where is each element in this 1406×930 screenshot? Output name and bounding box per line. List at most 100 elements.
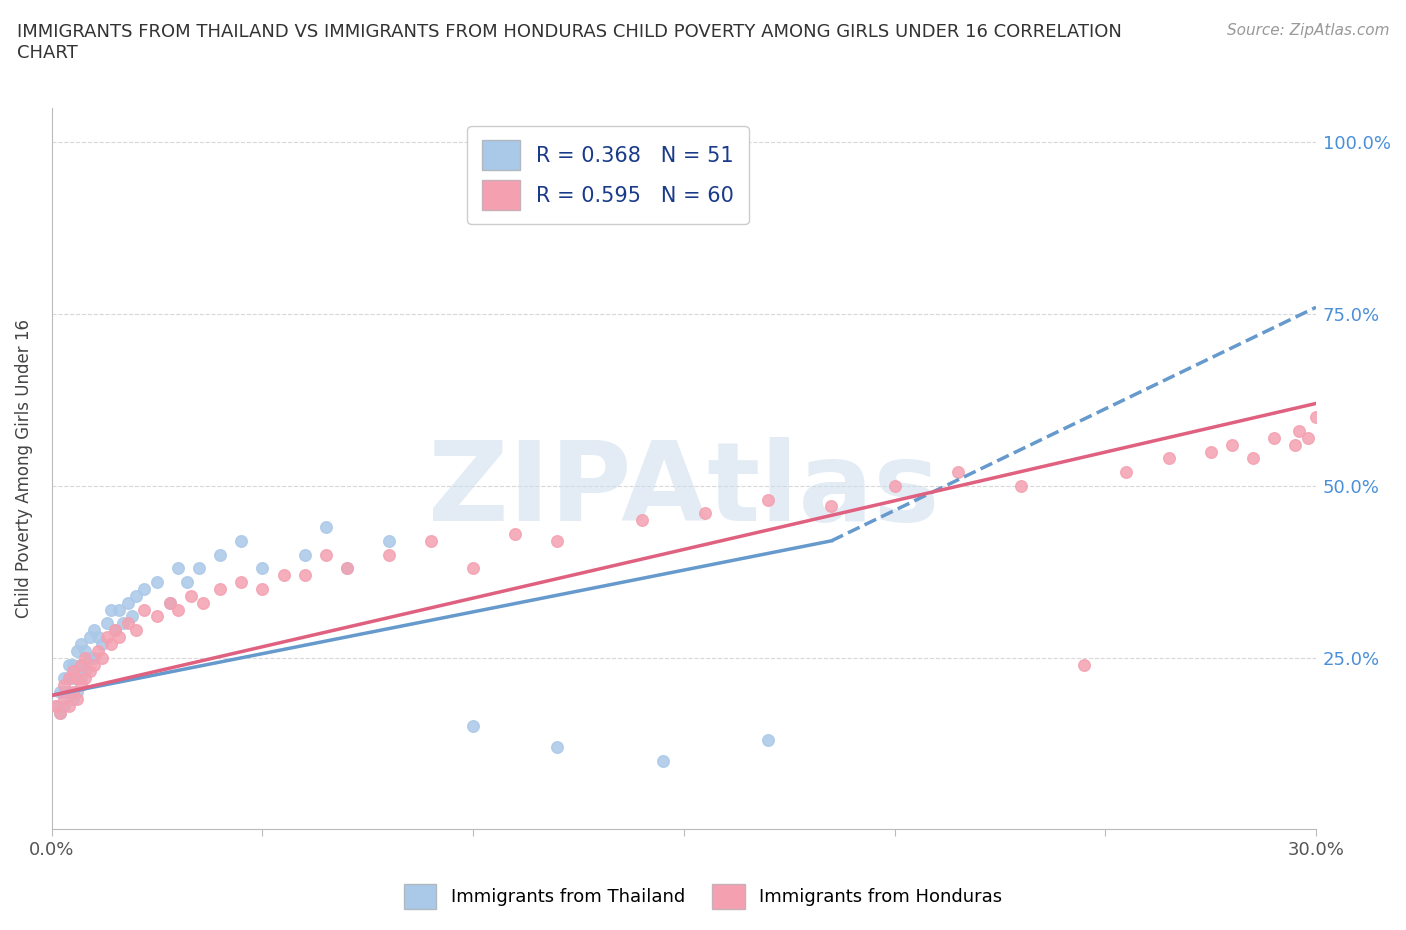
Point [378,534,401,549]
Point [66,664,89,679]
Point [1010,478,1032,493]
Point [108,630,131,644]
Point [96,616,118,631]
Point [134,581,156,596]
Point [146,609,169,624]
Point [70,671,93,685]
Point [273,567,295,582]
Point [1220,437,1243,452]
Point [180,589,202,604]
Point [315,547,337,562]
Point [66,644,89,658]
Point [420,534,443,549]
Point [58,684,80,699]
Point [104,623,127,638]
Point [62,658,84,672]
Point [62,684,84,699]
Point [117,616,139,631]
Text: ZIPAtlas: ZIPAtlas [429,437,939,544]
Point [75,644,97,658]
Point [104,623,127,638]
Point [58,698,80,713]
Point [45,698,67,713]
Point [167,561,190,576]
Point [1284,437,1306,452]
Point [505,526,527,541]
Point [176,575,198,590]
Point [134,602,156,617]
Point [1199,445,1222,459]
Point [1073,658,1095,672]
Point [75,664,97,679]
Point [1305,410,1327,425]
Point [87,644,110,658]
Point [66,684,89,699]
Point [1263,431,1285,445]
Point [53,698,76,713]
Point [630,512,652,527]
Point [1241,451,1264,466]
Point [1157,451,1180,466]
Point [87,630,110,644]
Point [121,609,143,624]
Point [336,561,359,576]
Point [125,623,148,638]
Point [820,499,842,514]
Point [1115,465,1137,480]
Point [125,589,148,604]
Point [336,561,359,576]
Point [83,658,105,672]
Point [209,547,232,562]
Point [463,561,485,576]
Point [112,616,135,631]
Text: Source: ZipAtlas.com: Source: ZipAtlas.com [1226,23,1389,38]
Point [53,684,76,699]
Y-axis label: Child Poverty Among Girls Under 16: Child Poverty Among Girls Under 16 [15,319,32,618]
Point [651,753,673,768]
Point [75,671,97,685]
Point [53,671,76,685]
Point [62,664,84,679]
Point [159,595,181,610]
Legend: R = 0.368   N = 51, R = 0.595   N = 60: R = 0.368 N = 51, R = 0.595 N = 60 [467,126,748,224]
Point [463,719,485,734]
Point [66,691,89,706]
Point [49,684,72,699]
Point [188,561,211,576]
Point [83,650,105,665]
Point [100,636,122,651]
Point [79,650,101,665]
Point [146,575,169,590]
Point [70,678,93,693]
Text: IMMIGRANTS FROM THAILAND VS IMMIGRANTS FROM HONDURAS CHILD POVERTY AMONG GIRLS U: IMMIGRANTS FROM THAILAND VS IMMIGRANTS F… [17,23,1122,62]
Point [252,581,274,596]
Point [117,595,139,610]
Point [946,465,969,480]
Point [100,602,122,617]
Point [1296,431,1319,445]
Point [378,547,401,562]
Point [49,705,72,720]
Point [756,733,779,748]
Point [756,492,779,507]
Point [883,478,905,493]
Point [83,623,105,638]
Point [546,534,568,549]
Point [546,739,568,754]
Point [58,671,80,685]
Point [294,567,316,582]
Point [96,630,118,644]
Point [62,671,84,685]
Point [79,630,101,644]
Point [49,705,72,720]
Point [231,534,253,549]
Point [294,547,316,562]
Point [62,691,84,706]
Point [91,650,114,665]
Point [58,658,80,672]
Point [79,664,101,679]
Point [209,581,232,596]
Point [315,520,337,535]
Point [1288,423,1310,438]
Legend: Immigrants from Thailand, Immigrants from Honduras: Immigrants from Thailand, Immigrants fro… [396,876,1010,916]
